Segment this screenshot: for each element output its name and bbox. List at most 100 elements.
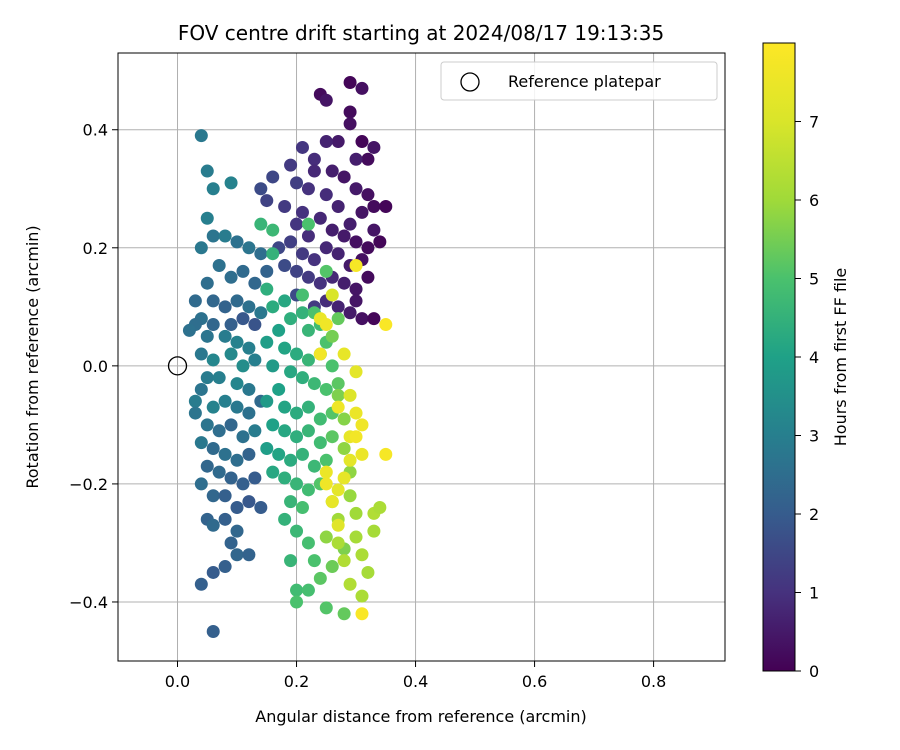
data-point (206, 400, 220, 414)
data-point (212, 371, 226, 385)
data-point (331, 377, 345, 391)
data-point (218, 300, 232, 314)
data-point (355, 81, 369, 95)
data-point (242, 300, 256, 314)
data-point (242, 548, 256, 562)
data-point (325, 430, 339, 444)
data-point (254, 306, 268, 320)
data-point (236, 477, 250, 491)
data-point (284, 554, 298, 568)
data-point (290, 347, 304, 361)
data-point (242, 241, 256, 255)
data-point (260, 282, 274, 296)
y-tick-label: −0.4 (69, 593, 108, 612)
data-point (230, 235, 244, 249)
x-axis-ticks: 0.0 0.2 0.4 0.6 0.8 (165, 661, 666, 691)
reference-platepar-legend-marker (460, 72, 480, 92)
data-point (349, 259, 363, 273)
data-point (367, 140, 381, 154)
data-point (319, 465, 333, 479)
data-point (260, 441, 274, 455)
data-point (355, 607, 369, 621)
data-point (295, 501, 309, 515)
data-point (266, 300, 280, 314)
data-point (194, 347, 208, 361)
data-point (379, 199, 393, 213)
colorbar-tick-label: 1 (809, 584, 819, 603)
data-point (301, 536, 315, 550)
data-point (260, 264, 274, 278)
data-point (301, 323, 315, 337)
data-point (295, 371, 309, 385)
data-point (331, 536, 345, 550)
data-point (349, 235, 363, 249)
data-point (278, 259, 292, 273)
data-point (361, 188, 375, 202)
data-point (301, 424, 315, 438)
data-point (331, 199, 345, 213)
data-point (206, 318, 220, 332)
data-point (343, 306, 357, 320)
data-point (319, 453, 333, 467)
data-point (230, 501, 244, 515)
data-point (188, 406, 202, 420)
data-point (200, 459, 214, 473)
colorbar-tick-label: 3 (809, 427, 819, 446)
data-point (266, 247, 280, 261)
data-point (307, 377, 321, 391)
data-point (266, 418, 280, 432)
data-point (343, 105, 357, 119)
colorbar-tick-label: 2 (809, 505, 819, 524)
data-point (188, 394, 202, 408)
data-point (331, 518, 345, 532)
data-point (313, 571, 327, 585)
data-point (224, 347, 238, 361)
data-point (248, 471, 262, 485)
data-point (325, 495, 339, 509)
data-point (337, 412, 351, 426)
data-point (206, 353, 220, 367)
chart-title: FOV centre drift starting at 2024/08/17 … (178, 21, 664, 45)
data-point (224, 536, 238, 550)
data-point (319, 93, 333, 107)
data-point (212, 259, 226, 273)
data-point (206, 565, 220, 579)
data-point (224, 471, 238, 485)
data-point (307, 459, 321, 473)
data-point (236, 430, 250, 444)
data-point (230, 335, 244, 349)
data-point (343, 217, 357, 231)
data-point (236, 359, 250, 373)
data-point (343, 388, 357, 402)
data-point (230, 524, 244, 538)
data-point (254, 247, 268, 261)
colorbar-label: Hours from first FF file (831, 268, 850, 447)
data-point (260, 335, 274, 349)
data-point (206, 229, 220, 243)
data-point (331, 400, 345, 414)
plot-frame (117, 52, 726, 662)
data-point (206, 624, 220, 638)
data-point (337, 276, 351, 290)
data-point (355, 312, 369, 326)
data-point (307, 253, 321, 267)
data-point (272, 382, 286, 396)
y-tick-label: −0.2 (69, 475, 108, 494)
data-point (373, 235, 387, 249)
data-point (242, 341, 256, 355)
data-point (194, 436, 208, 450)
data-point (224, 176, 238, 190)
data-point (343, 76, 357, 90)
data-point (319, 264, 333, 278)
x-axis-title: Angular distance from reference (arcmin) (255, 707, 586, 726)
data-point (194, 241, 208, 255)
y-tick-label: 0.2 (83, 239, 108, 258)
legend-box (440, 61, 718, 101)
data-point (307, 554, 321, 568)
data-point (230, 294, 244, 308)
data-point (290, 406, 304, 420)
data-point (331, 388, 345, 402)
data-point (218, 512, 232, 526)
